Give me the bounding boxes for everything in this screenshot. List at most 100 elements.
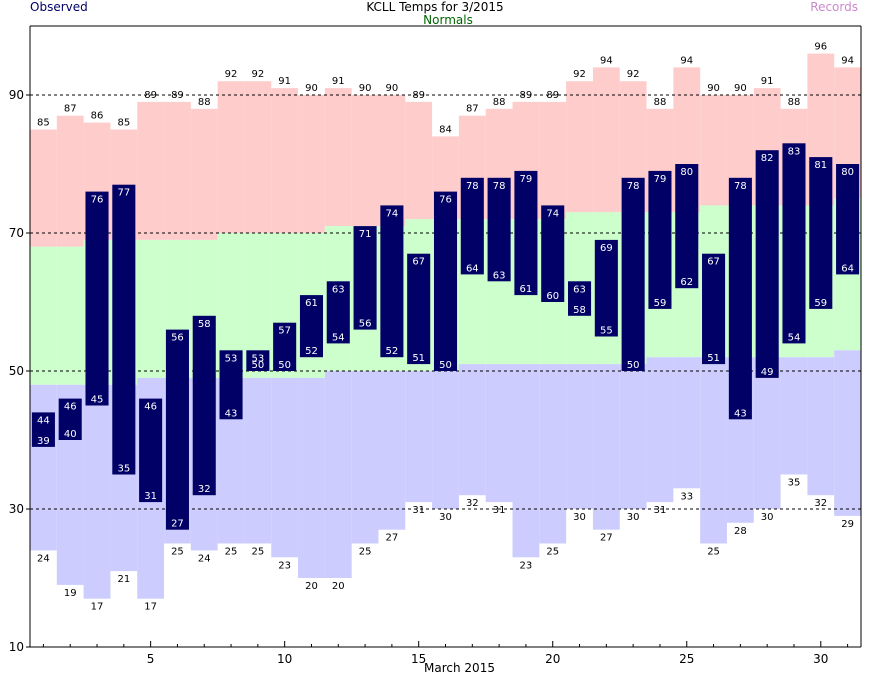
observed-bar: [514, 170, 538, 296]
observed-low-label: 55: [600, 326, 613, 337]
record-high-label: 90: [707, 83, 720, 94]
observed-low-label: 64: [841, 263, 854, 274]
observed-low-label: 64: [466, 263, 479, 274]
observed-bar: [541, 205, 565, 302]
record-high-label: 87: [64, 104, 77, 115]
record-low-label: 27: [386, 533, 399, 544]
y-tick-label: 10: [9, 640, 24, 654]
observed-bar: [487, 177, 511, 282]
record-low-band: [566, 364, 593, 509]
observed-high-label: 69: [600, 243, 613, 254]
normal-band: [56, 246, 84, 385]
record-high-band: [190, 108, 218, 240]
record-low-label: 31: [654, 505, 667, 516]
record-low-label: 25: [707, 547, 720, 558]
observed-low-label: 59: [814, 298, 827, 309]
legend-observed: Observed: [30, 0, 88, 14]
record-low-band: [753, 357, 781, 509]
record-low-label: 35: [788, 478, 801, 489]
record-low-label: 25: [359, 547, 372, 558]
record-high-label: 94: [841, 55, 854, 66]
record-low-band: [673, 357, 701, 489]
observed-low-label: 45: [91, 395, 104, 406]
record-low-band: [271, 377, 299, 558]
chart-title: KCLL Temps for 3/2015: [366, 0, 504, 14]
observed-bar: [85, 191, 109, 406]
record-high-label: 89: [412, 90, 425, 101]
record-high-label: 88: [788, 97, 801, 108]
record-low-band: [646, 357, 674, 503]
observed-low-label: 31: [144, 491, 157, 502]
observed-high-label: 58: [198, 319, 211, 330]
record-low-band: [351, 371, 379, 544]
legend-records: Records: [810, 0, 858, 14]
record-low-band: [780, 357, 808, 475]
observed-high-label: 80: [841, 167, 854, 178]
record-high-label: 92: [573, 69, 586, 80]
record-high-label: 94: [600, 55, 613, 66]
observed-high-label: 44: [37, 415, 50, 426]
record-high-label: 92: [225, 69, 238, 80]
observed-high-label: 67: [412, 257, 425, 268]
record-low-label: 29: [841, 519, 854, 530]
observed-high-label: 71: [359, 229, 372, 240]
record-low-label: 30: [627, 512, 640, 523]
record-low-band: [834, 350, 861, 516]
y-tick-label: 50: [9, 364, 24, 378]
record-low-label: 32: [814, 498, 827, 509]
x-tick-label: 30: [813, 652, 828, 666]
observed-bar: [165, 329, 189, 530]
observed-low-label: 54: [332, 332, 345, 343]
observed-bar: [299, 295, 323, 358]
observed-bar: [353, 226, 377, 330]
observed-bar: [568, 281, 592, 316]
record-high-label: 89: [520, 90, 533, 101]
observed-low-label: 60: [546, 291, 559, 302]
record-high-label: 90: [734, 83, 747, 94]
record-high-label: 85: [117, 118, 130, 129]
record-high-band: [271, 88, 299, 233]
record-low-label: 24: [198, 553, 211, 564]
record-low-label: 31: [412, 505, 425, 516]
observed-bar: [112, 184, 136, 475]
record-low-band: [807, 357, 835, 496]
record-low-label: 30: [439, 512, 452, 523]
x-tick-label: 25: [679, 652, 694, 666]
observed-bar: [433, 191, 458, 371]
record-high-label: 84: [439, 124, 452, 135]
record-low-label: 32: [466, 498, 479, 509]
observed-low-label: 32: [198, 484, 211, 495]
record-low-band: [30, 384, 57, 551]
normal-band: [30, 246, 57, 385]
y-tick-label: 70: [9, 226, 24, 240]
record-high-band: [30, 129, 57, 247]
observed-bar: [702, 253, 726, 365]
observed-bar: [460, 177, 484, 275]
record-high-band: [217, 81, 245, 233]
record-low-label: 20: [305, 581, 318, 592]
observed-bar: [755, 150, 779, 378]
observed-bar: [648, 170, 672, 309]
record-high-label: 90: [359, 83, 372, 94]
record-low-label: 27: [600, 533, 613, 544]
observed-high-label: 81: [814, 160, 827, 171]
observed-low-label: 43: [225, 408, 238, 419]
observed-bar: [836, 164, 860, 275]
observed-high-label: 46: [64, 402, 77, 413]
record-low-band: [485, 364, 513, 503]
record-low-label: 31: [493, 505, 506, 516]
observed-low-label: 56: [359, 319, 372, 330]
y-tick-label: 90: [9, 88, 24, 102]
record-low-band: [512, 364, 540, 558]
observed-high-label: 57: [278, 326, 291, 337]
record-high-band: [56, 115, 84, 247]
record-low-band: [298, 377, 325, 578]
record-high-label: 91: [332, 76, 345, 87]
record-high-band: [137, 101, 165, 240]
observed-bar: [219, 350, 243, 420]
record-high-label: 96: [814, 42, 827, 53]
record-low-label: 23: [520, 560, 533, 571]
observed-low-label: 39: [37, 436, 50, 447]
observed-low-label: 27: [171, 519, 184, 530]
observed-low-label: 51: [707, 353, 720, 364]
